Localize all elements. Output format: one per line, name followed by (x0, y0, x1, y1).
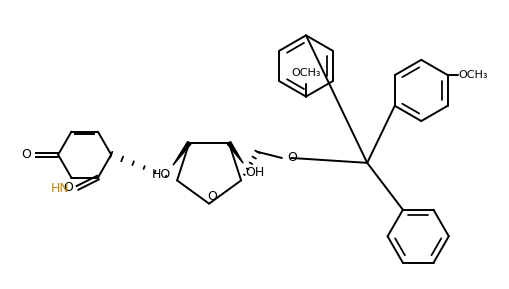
Text: O: O (207, 190, 217, 203)
Text: O: O (21, 148, 32, 161)
Text: O: O (287, 151, 296, 164)
Text: O: O (63, 181, 73, 194)
Text: HN: HN (50, 182, 69, 195)
Text: HO: HO (151, 168, 171, 181)
Text: OCH₃: OCH₃ (457, 70, 487, 80)
Text: OH: OH (245, 166, 264, 179)
Polygon shape (173, 142, 190, 165)
Text: OCH₃: OCH₃ (291, 68, 320, 78)
Polygon shape (227, 142, 243, 163)
